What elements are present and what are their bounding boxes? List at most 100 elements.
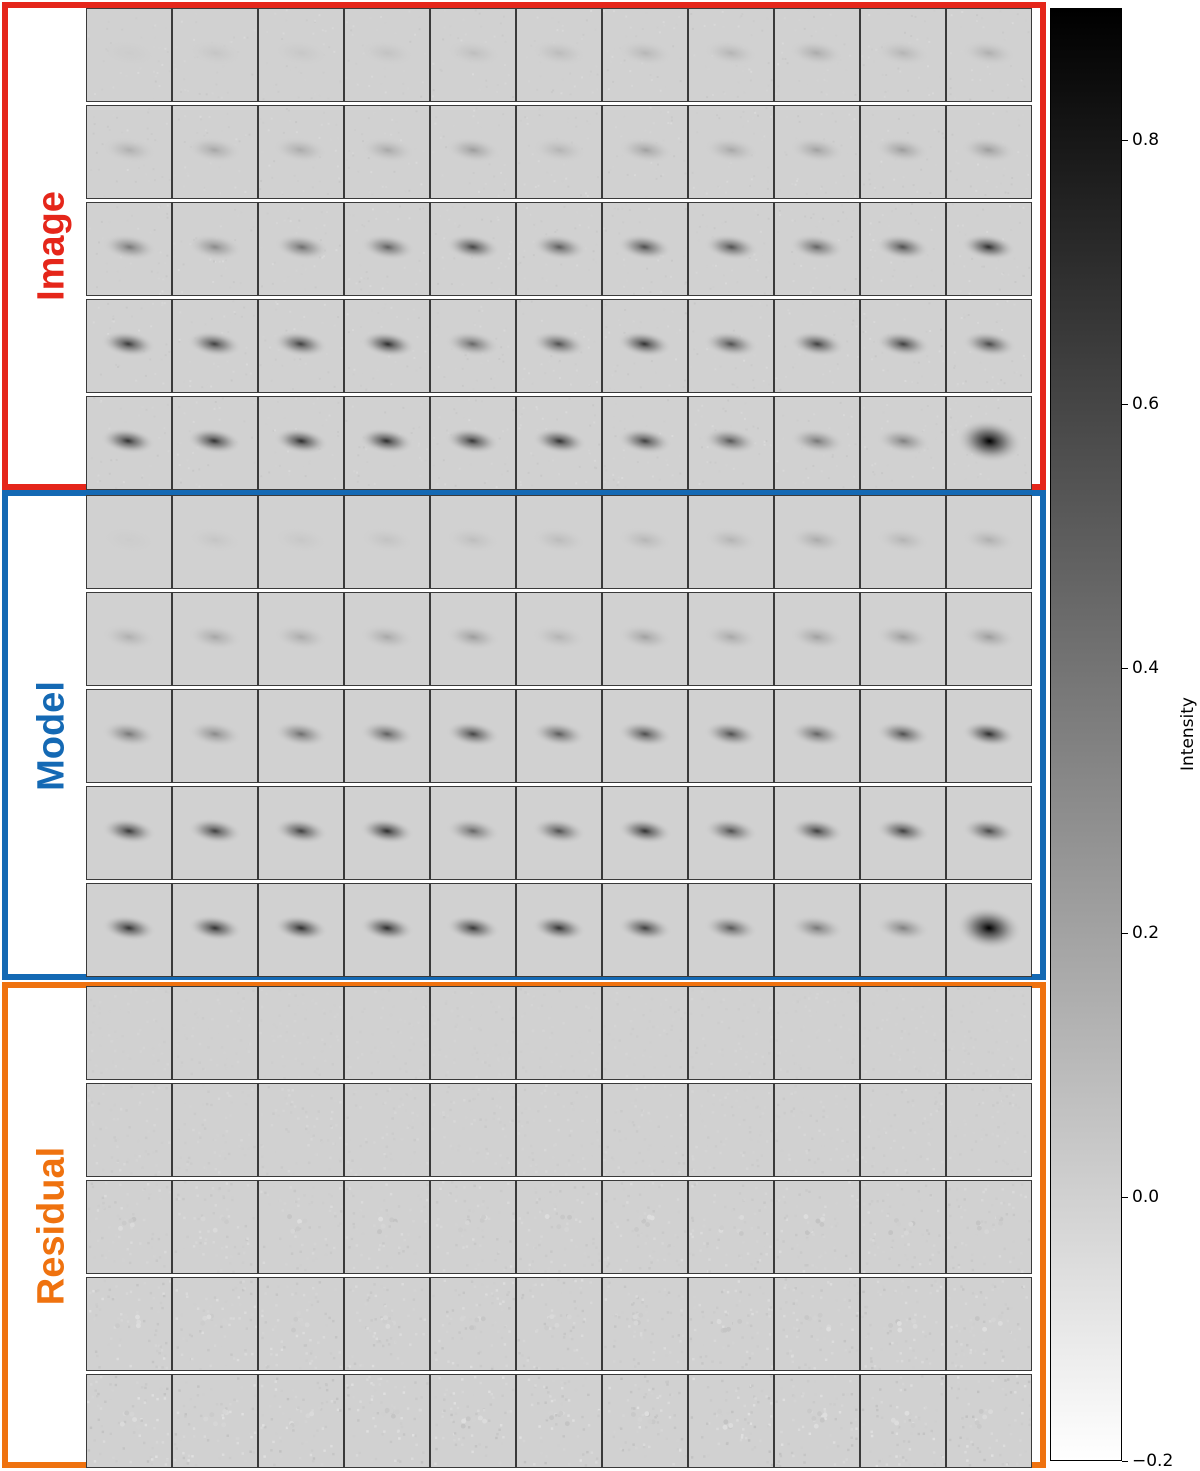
- model-cell: [946, 495, 1032, 589]
- residual-cell: [344, 1180, 430, 1274]
- image-stamp: [518, 397, 601, 487]
- image-stamp: [604, 303, 687, 391]
- model-cell: [344, 495, 430, 589]
- model-cell: [516, 786, 602, 880]
- residual-cell: [516, 986, 602, 1080]
- model-cell: [258, 786, 344, 880]
- image-cell: [946, 299, 1032, 393]
- image-stamp: [693, 207, 771, 295]
- model-source: [445, 526, 501, 554]
- image-source: [359, 427, 414, 455]
- image-cell: [860, 202, 946, 296]
- model-cell: [860, 495, 946, 589]
- image-stamp: [775, 300, 859, 391]
- image-source: [360, 39, 415, 67]
- model-source: [875, 720, 931, 748]
- model-stamp: [875, 623, 931, 651]
- image-cell: [946, 202, 1032, 296]
- model-cell: [774, 689, 860, 783]
- colorbar-tick: [1122, 932, 1128, 934]
- model-stamp: [617, 720, 673, 748]
- image-stamp: [434, 206, 512, 291]
- model-source: [187, 914, 243, 942]
- residual-cell: [172, 1083, 258, 1177]
- image-stamp: [947, 203, 1031, 295]
- colorbar-tick-label: 0.8: [1132, 130, 1160, 151]
- residual-stamp: [603, 1084, 687, 1176]
- residual-cell: [860, 1083, 946, 1177]
- image-stamp: [178, 300, 255, 389]
- image-cell: [344, 202, 430, 296]
- image-source: [100, 427, 156, 455]
- model-stamp: [187, 623, 243, 651]
- residual-cell: [258, 1083, 344, 1177]
- image-cell: [258, 202, 344, 296]
- residual-stamp: [779, 1278, 859, 1370]
- residual-stamp: [174, 1084, 257, 1176]
- model-source: [789, 817, 845, 845]
- image-cell: [86, 299, 172, 393]
- image-source: [274, 427, 329, 455]
- model-stamp: [531, 526, 587, 554]
- model-stamp: [101, 623, 157, 651]
- image-stamp: [90, 108, 171, 198]
- image-stamp: [862, 302, 945, 386]
- residual-stamp: [690, 1375, 773, 1467]
- model-grid: [86, 495, 1032, 977]
- model-cell: [516, 592, 602, 686]
- model-source: [359, 817, 415, 845]
- residual-stamp: [346, 1282, 428, 1370]
- image-stamp: [348, 205, 428, 294]
- residual-stamp: [862, 987, 945, 1078]
- image-cell: [344, 105, 430, 199]
- colorbar-tick-label: 0.2: [1132, 922, 1160, 943]
- residual-cell: [258, 986, 344, 1080]
- model-cell: [172, 495, 258, 589]
- model-stamp: [273, 623, 329, 651]
- image-cell: [430, 8, 516, 102]
- model-source: [187, 817, 243, 845]
- image-cell: [516, 105, 602, 199]
- residual-stamp: [775, 1375, 858, 1467]
- model-source: [445, 720, 501, 748]
- image-cell: [860, 299, 946, 393]
- residual-stamp: [260, 1184, 343, 1272]
- residual-cell: [860, 1180, 946, 1274]
- image-source: [445, 330, 500, 358]
- model-stamp: [187, 720, 243, 748]
- colorbar-tick-label: 0.0: [1132, 1186, 1160, 1207]
- model-source: [617, 720, 673, 748]
- model-stamp: [875, 817, 931, 845]
- model-cell: [602, 592, 688, 686]
- residual-cell: [430, 986, 516, 1080]
- image-source: [704, 233, 759, 261]
- residual-stamp: [517, 1084, 601, 1176]
- image-stamp: [346, 303, 427, 391]
- model-stamp: [445, 623, 501, 651]
- model-cell: [602, 883, 688, 977]
- residual-stamp: [345, 1084, 429, 1176]
- image-stamp: [259, 106, 341, 196]
- colorbar-label: Intensity: [1178, 697, 1198, 771]
- model-source: [703, 914, 759, 942]
- model-source: [101, 720, 157, 748]
- model-source: [961, 526, 1017, 554]
- model-source: [789, 914, 845, 942]
- image-cell: [602, 8, 688, 102]
- residual-stamp: [259, 988, 342, 1079]
- image-source: [789, 39, 844, 67]
- residual-cell: [344, 1083, 430, 1177]
- model-source: [273, 817, 329, 845]
- image-cell: [860, 105, 946, 199]
- model-source: [273, 720, 329, 748]
- image-cell: [774, 396, 860, 490]
- model-source: [445, 623, 501, 651]
- image-stamp: [862, 404, 945, 488]
- residual-stamp: [345, 1375, 429, 1464]
- model-stamp: [101, 526, 157, 554]
- image-cell: [172, 299, 258, 393]
- image-stamp: [259, 300, 343, 390]
- image-source: [532, 136, 587, 164]
- image-cell: [516, 8, 602, 102]
- residual-stamp: [861, 1088, 944, 1176]
